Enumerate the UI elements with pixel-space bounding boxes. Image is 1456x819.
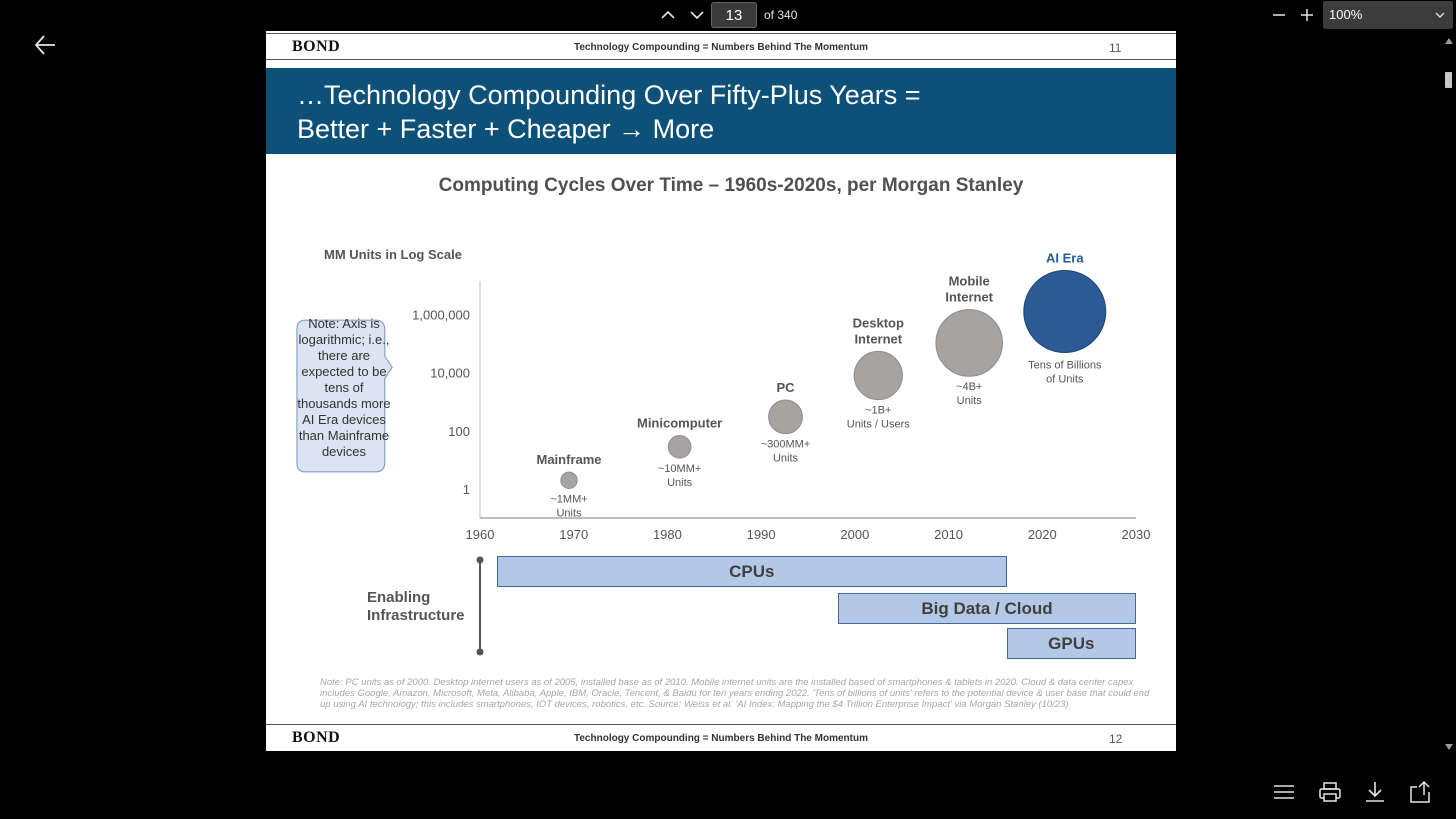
x-tick-label: 2030	[1122, 527, 1151, 542]
top-toolbar: of 340 100%	[0, 0, 1456, 30]
x-tick-label: 1990	[747, 527, 776, 542]
bubble-label: Minicomputer	[637, 415, 722, 430]
bubble-label: Internet	[945, 290, 993, 305]
bubble-value: Units	[957, 395, 983, 407]
infrastructure-label-line: Enabling	[367, 589, 431, 606]
scrollbar-thumb[interactable]	[1445, 72, 1452, 88]
y-tick-label: 1	[463, 482, 470, 497]
header-rule	[266, 33, 1176, 34]
computing-cycles-chart: MM Units in Log Scale 1,000,000 10,000 100…	[324, 247, 1151, 542]
scroll-down-arrow-icon[interactable]	[1443, 739, 1455, 750]
menu-icon[interactable]	[1272, 780, 1296, 804]
infrastructure-bar-cpus: CPUs	[496, 556, 1007, 587]
x-tick-label: 1960	[466, 527, 495, 542]
bubble-ai-era	[1023, 269, 1107, 353]
note-callout	[296, 319, 393, 473]
zoom-select[interactable]: 100%	[1323, 1, 1453, 29]
page-header-title: Technology Compounding = Numbers Behind …	[574, 733, 868, 744]
slide-title-line: …Technology Compounding Over Fifty-Plus …	[297, 80, 921, 110]
bubble-value: ~300MM+	[761, 439, 811, 451]
header-rule	[266, 59, 1176, 60]
bubble-label: AI Era	[1046, 250, 1084, 265]
bubble-mobile-internet	[935, 309, 1003, 377]
page-number-label: 11	[1109, 41, 1122, 55]
infrastructure-label-line: Infrastructure	[367, 607, 465, 624]
x-tick-label: 1980	[653, 527, 682, 542]
bubble-value: Units / Users	[847, 419, 910, 431]
slide-title-line: Better + Faster + Cheaper → More	[297, 114, 715, 144]
bubble-value: Units	[556, 507, 582, 519]
chevron-down-icon[interactable]	[686, 4, 708, 26]
page-header-title: Technology Compounding = Numbers Behind …	[574, 42, 868, 53]
y-tick-label: 10,000	[430, 366, 470, 381]
infrastructure-timeline-line	[476, 556, 484, 656]
bubble-label: PC	[776, 380, 795, 395]
x-tick-label: 1970	[559, 527, 588, 542]
footer-rule	[266, 724, 1176, 725]
bubble-label: Desktop	[853, 315, 904, 330]
page-count: of 340	[764, 8, 798, 22]
infrastructure-label: Enabling Infrastructure	[367, 589, 465, 625]
bubble-desktop-internet	[853, 350, 903, 401]
slide-title: …Technology Compounding Over Fifty-Plus …	[297, 78, 921, 146]
infrastructure-bar-big-data-cloud: Big Data / Cloud	[837, 593, 1136, 624]
slide-title-banner: …Technology Compounding Over Fifty-Plus …	[266, 68, 1176, 154]
print-icon[interactable]	[1318, 780, 1342, 804]
page-number-input[interactable]	[711, 2, 757, 28]
bubble-minicomputer	[667, 434, 692, 459]
note-text: Note: Axis is logarithmic; i.e., there a…	[297, 316, 391, 459]
minus-icon[interactable]	[1268, 4, 1290, 26]
bubble-value: of Units	[1046, 373, 1084, 385]
y-tick-label: 100	[448, 424, 470, 439]
bubble-value: ~1B+	[865, 405, 891, 417]
bubble-mainframe	[560, 471, 578, 489]
chevron-up-icon[interactable]	[657, 4, 679, 26]
bubble-value: Units	[667, 477, 693, 489]
bubble-label: Internet	[854, 331, 902, 346]
back-arrow-icon[interactable]	[32, 32, 58, 58]
bubble-label: Mainframe	[537, 452, 602, 467]
bubble-value: Tens of Billions	[1028, 359, 1102, 371]
brand-logo: BOND	[292, 729, 341, 746]
y-tick-label: 1,000,000	[412, 307, 470, 322]
brand-logo: BOND	[292, 38, 341, 55]
bubble-value: ~10MM+	[658, 463, 701, 475]
bubble-value: ~1MM+	[550, 493, 587, 505]
footnote: Note: PC units as of 2000. Desktop inter…	[320, 677, 1150, 710]
download-icon[interactable]	[1363, 780, 1387, 804]
document-page: BOND Technology Compounding = Numbers Be…	[266, 31, 1176, 751]
x-tick-label: 2020	[1028, 527, 1057, 542]
plus-icon[interactable]	[1296, 4, 1318, 26]
bubble-value: ~4B+	[956, 381, 982, 393]
scroll-up-arrow-icon[interactable]	[1443, 33, 1455, 44]
bubble-pc	[768, 399, 803, 435]
page-number-label: 12	[1109, 732, 1123, 746]
zoom-value: 100%	[1329, 7, 1363, 22]
x-tick-label: 2010	[934, 527, 963, 542]
bubble-value: Units	[773, 453, 799, 465]
chart-title: Computing Cycles Over Time – 1960s-2020s…	[438, 175, 1024, 196]
x-tick-label: 2000	[840, 527, 869, 542]
infrastructure-bar-gpus: GPUs	[1006, 628, 1136, 659]
bubble-label: Mobile	[949, 274, 990, 289]
y-axis-label: MM Units in Log Scale	[324, 247, 462, 262]
chevron-down-icon	[1435, 1, 1445, 40]
share-icon[interactable]	[1408, 780, 1432, 804]
